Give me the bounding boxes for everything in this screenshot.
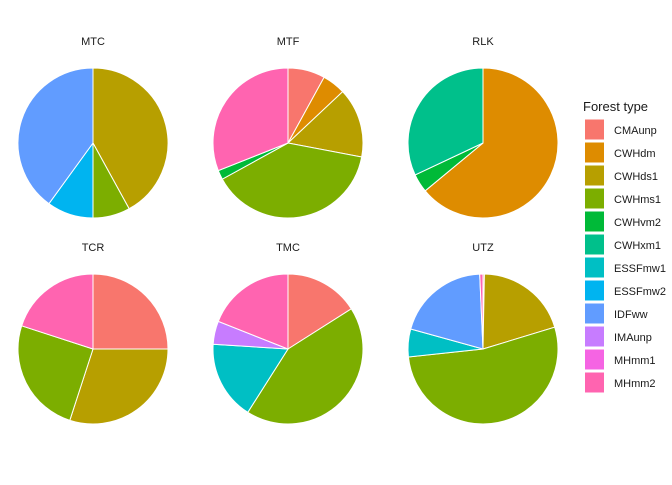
legend-key-mhmm1 (585, 349, 604, 370)
pie-slice-tmc-cmaunp (287, 273, 353, 350)
legend-item-cwhxm1: CWHxm1 (585, 234, 661, 255)
pie-slice-tmc-mhmm2 (217, 273, 289, 350)
legend-key-essfmw1 (585, 257, 604, 278)
legend-label-mhmm2: MHmm2 (614, 378, 656, 390)
pie-slice-mtc-cwhds1 (92, 67, 169, 210)
legend-key-cwhms1 (585, 188, 604, 209)
legend-item-cmaunp: CMAunp (585, 119, 657, 140)
legend-item-essfmw1: ESSFmw1 (585, 257, 666, 278)
legend-label-essfmw2: ESSFmw2 (614, 286, 666, 298)
legend-label-imaunp: IMAunp (614, 332, 652, 344)
panel-title-tmc: TMC (276, 242, 300, 254)
legend: Forest type CMAunp CWHdm CWHds1 CWHms1 CWHvm2… (583, 99, 666, 393)
legend-key-cwhdm (585, 142, 604, 163)
legend-item-cwhdm: CWHdm (585, 142, 656, 163)
pie-slice-utz-cwhds1 (482, 273, 556, 350)
legend-label-idfww: IDFww (614, 309, 648, 321)
pie-slice-tmc-cwhms1 (247, 308, 364, 425)
pie-slice-tmc-essfmw1 (212, 343, 289, 414)
legend-key-cwhds1 (585, 165, 604, 186)
legend-item-mhmm1: MHmm1 (585, 349, 656, 370)
legend-label-cwhvm2: CWHvm2 (614, 217, 661, 229)
pie-slice-utz-idfww (410, 273, 484, 350)
pie-slice-tcr-cmaunp (92, 273, 169, 350)
pie-panel-mtc: MTC (17, 36, 169, 219)
pie-slice-mtf-cwhds1 (286, 90, 364, 158)
legend-key-essfmw2 (585, 280, 604, 301)
legend-key-cmaunp (585, 119, 604, 140)
pie-panel-tmc: TMC (212, 242, 364, 425)
pie-slice-rlk-cwhxm1 (407, 67, 484, 176)
pie-slice-tcr-cwhds1 (69, 348, 169, 425)
legend-key-mhmm2 (585, 372, 604, 393)
legend-key-idfww (585, 303, 604, 324)
legend-item-cwhms1: CWHms1 (585, 188, 661, 209)
legend-label-cmaunp: CMAunp (614, 125, 657, 137)
legend-item-imaunp: IMAunp (585, 326, 652, 347)
legend-item-cwhds1: CWHds1 (585, 165, 658, 186)
legend-label-cwhms1: CWHms1 (614, 194, 661, 206)
legend-key-cwhvm2 (585, 211, 604, 232)
pie-slice-tcr-cwhms1 (17, 325, 94, 421)
legend-label-cwhds1: CWHds1 (614, 171, 658, 183)
pie-slice-utz-cwhms1 (407, 326, 559, 425)
legend-item-essfmw2: ESSFmw2 (585, 280, 666, 301)
pie-slice-mtc-idfww (17, 67, 94, 205)
legend-label-mhmm1: MHmm1 (614, 355, 656, 367)
panel-title-tcr: TCR (82, 242, 105, 254)
pie-slice-mtf-mhmm2 (212, 67, 289, 172)
pie-panel-rlk: RLK (407, 36, 559, 219)
legend-label-cwhxm1: CWHxm1 (614, 240, 661, 252)
legend-label-essfmw1: ESSFmw1 (614, 263, 666, 275)
panel-title-utz: UTZ (472, 242, 494, 254)
pie-slice-mtf-cwhms1 (221, 142, 363, 219)
pie-slice-rlk-cwhdm (424, 67, 559, 219)
legend-key-imaunp (585, 326, 604, 347)
panel-title-mtc: MTC (81, 36, 105, 48)
pie-slice-utz-mhmm2 (479, 273, 484, 350)
legend-item-mhmm2: MHmm2 (585, 372, 656, 393)
legend-key-cwhxm1 (585, 234, 604, 255)
pie-panel-utz: UTZ (407, 242, 559, 425)
legend-item-idfww: IDFww (585, 303, 648, 324)
panel-title-mtf: MTF (277, 36, 300, 48)
legend-item-cwhvm2: CWHvm2 (585, 211, 661, 232)
legend-label-cwhdm: CWHdm (614, 148, 656, 160)
pie-panel-tcr: TCR (17, 242, 169, 425)
pie-panel-mtf: MTF (212, 36, 364, 219)
pie-slice-tcr-mhmm2 (21, 273, 94, 350)
panel-title-rlk: RLK (472, 36, 494, 48)
legend-title: Forest type (583, 99, 648, 114)
